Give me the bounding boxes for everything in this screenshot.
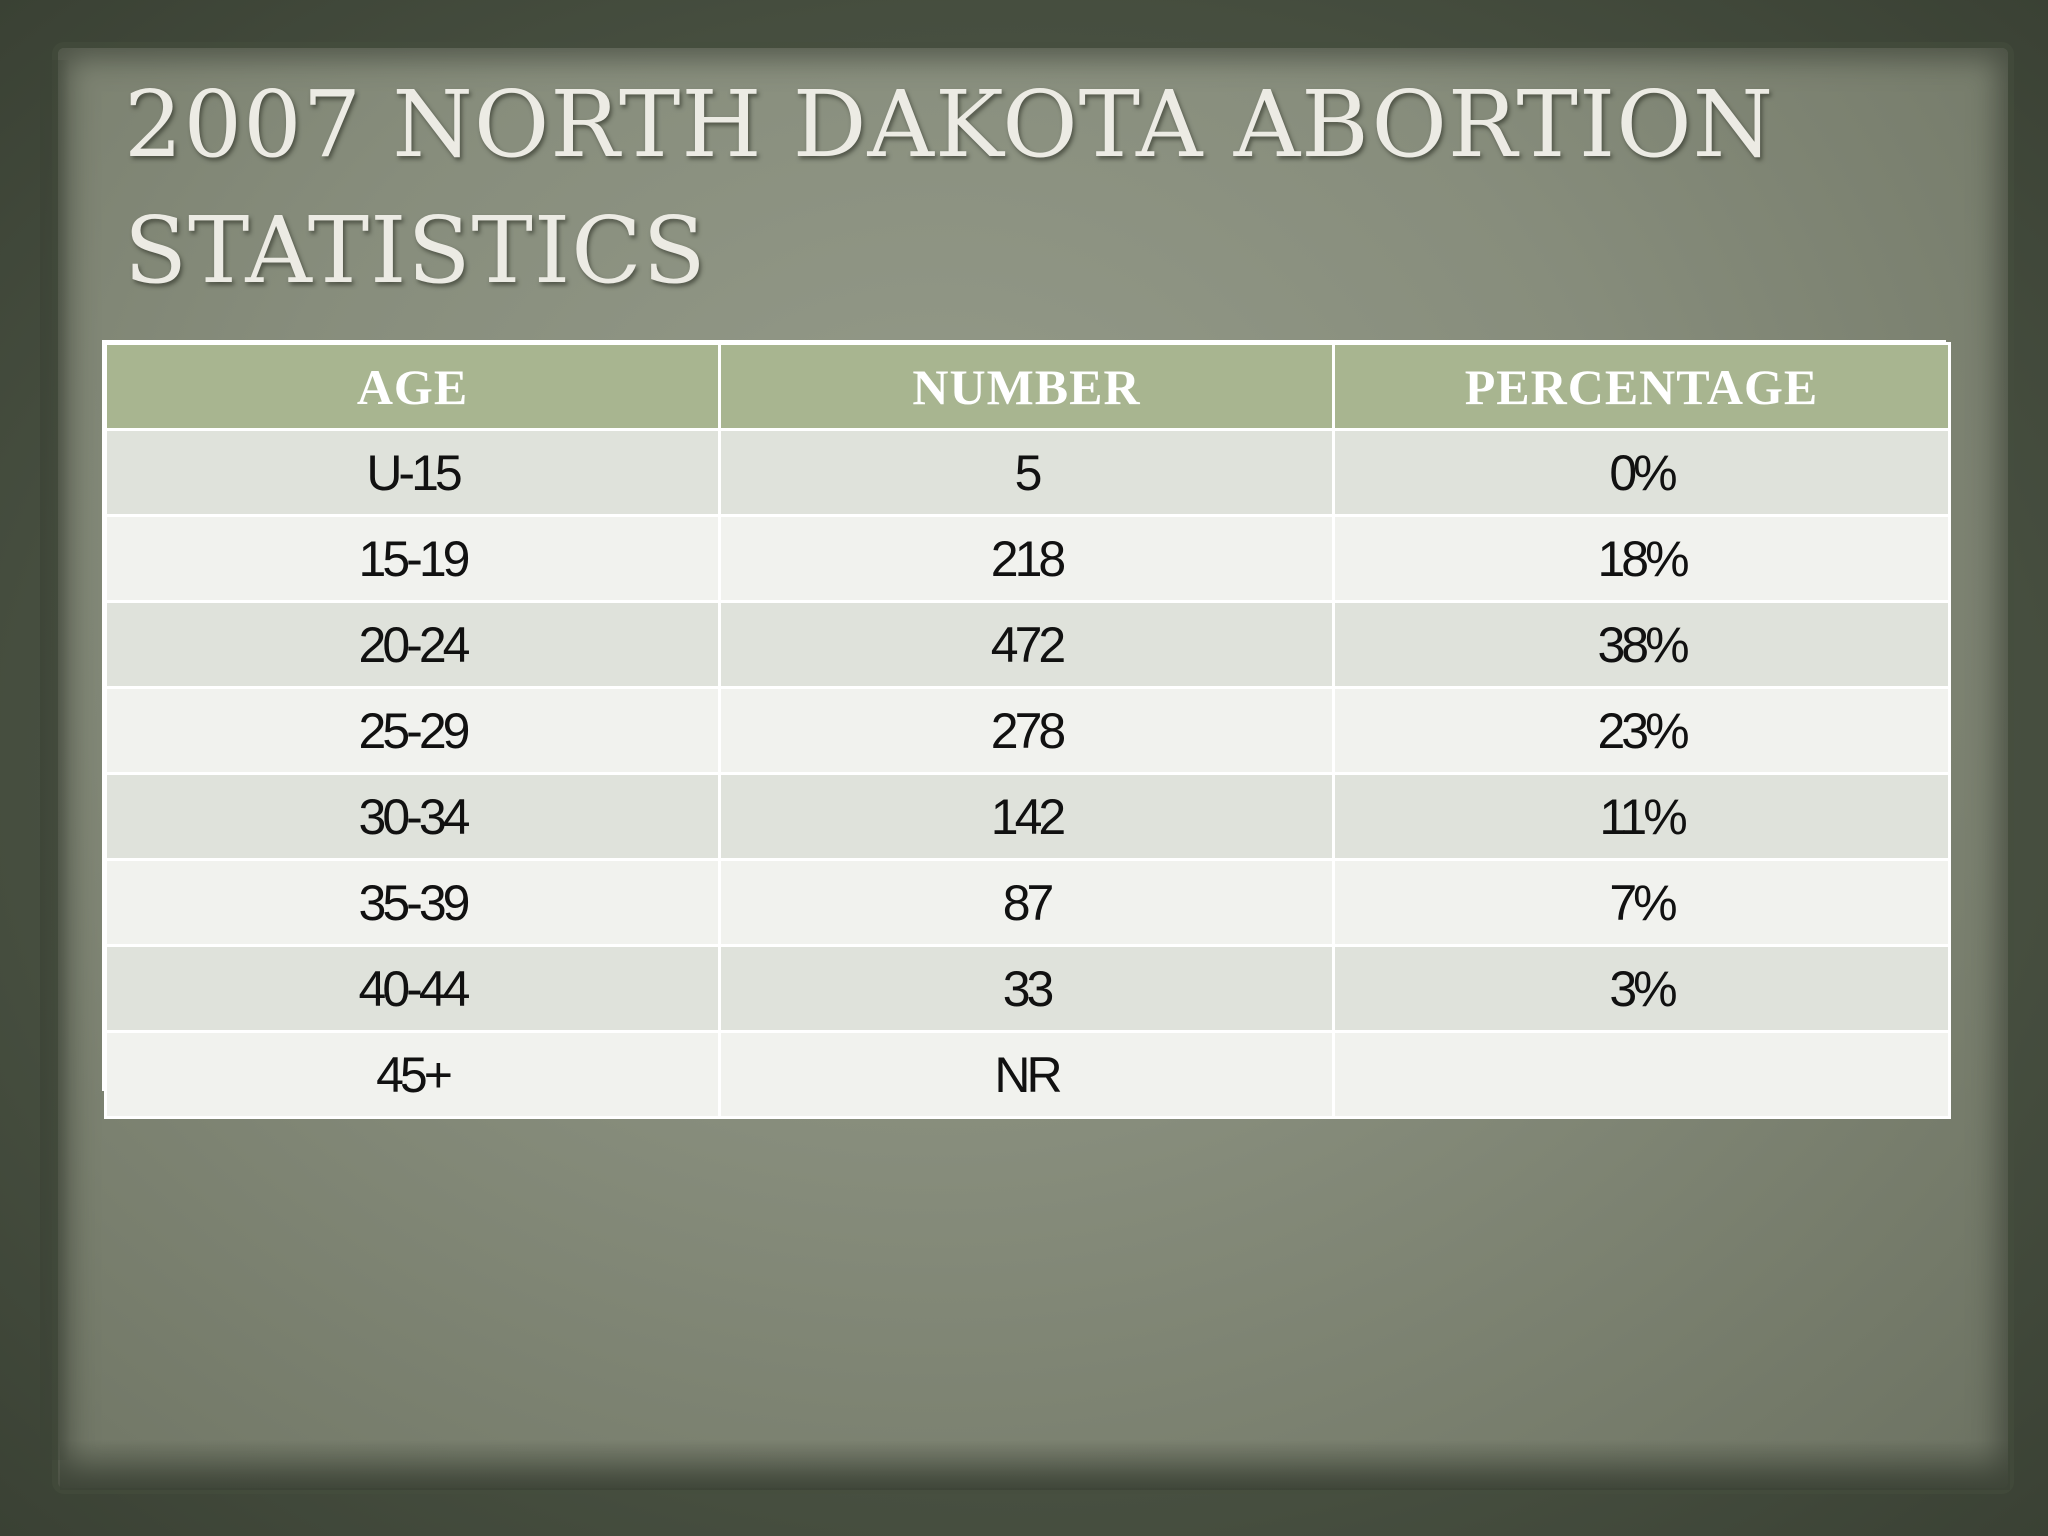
header-percentage: PERCENTAGE: [1332, 342, 1951, 431]
cell-number: 278: [718, 686, 1335, 775]
cell-percentage: 18%: [1332, 514, 1951, 603]
cell-percentage: 38%: [1332, 600, 1951, 689]
statistics-table-container: AGE NUMBER PERCENTAGE U-15 5 0% 15-19 21…: [102, 340, 1951, 1119]
cell-percentage: 23%: [1332, 686, 1951, 775]
slide-title-line-1: 2007 NORTH DAKOTA ABORTION: [124, 71, 1775, 178]
table-row: 20-24 472 38%: [104, 600, 1951, 689]
table-row: 40-44 33 3%: [104, 944, 1951, 1033]
paper-edge-bottom: [60, 1440, 2010, 1490]
statistics-table: AGE NUMBER PERCENTAGE U-15 5 0% 15-19 21…: [104, 342, 1951, 1119]
cell-number: 87: [718, 858, 1335, 947]
table-row: 30-34 142 11%: [104, 772, 1951, 861]
cell-percentage: [1332, 1030, 1951, 1119]
header-number: NUMBER: [718, 342, 1335, 431]
table-row: 45+ NR: [104, 1030, 1951, 1119]
cell-age: 30-34: [104, 772, 721, 861]
cell-age: 25-29: [104, 686, 721, 775]
cell-percentage: 3%: [1332, 944, 1951, 1033]
cell-age: 15-19: [104, 514, 721, 603]
cell-number: 5: [718, 428, 1335, 517]
cell-percentage: 7%: [1332, 858, 1951, 947]
paper-edge-left: [40, 60, 70, 1460]
cell-age: 40-44: [104, 944, 721, 1033]
table-header-row: AGE NUMBER PERCENTAGE: [104, 342, 1951, 431]
cell-number: 33: [718, 944, 1335, 1033]
cell-age: 45+: [104, 1030, 721, 1119]
cell-number: NR: [718, 1030, 1335, 1119]
table-row: 35-39 87 7%: [104, 858, 1951, 947]
cell-number: 472: [718, 600, 1335, 689]
table-row: 25-29 278 23%: [104, 686, 1951, 775]
slide-title: 2007 NORTH DAKOTA ABORTION STATISTICS: [124, 62, 1824, 314]
cell-number: 142: [718, 772, 1335, 861]
slide-title-line-2: STATISTICS: [124, 197, 707, 304]
cell-age: U-15: [104, 428, 721, 517]
table-row: 15-19 218 18%: [104, 514, 1951, 603]
cell-age: 20-24: [104, 600, 721, 689]
header-age: AGE: [104, 342, 721, 431]
cell-number: 218: [718, 514, 1335, 603]
cell-age: 35-39: [104, 858, 721, 947]
cell-percentage: 11%: [1332, 772, 1951, 861]
cell-percentage: 0%: [1332, 428, 1951, 517]
table-row: U-15 5 0%: [104, 428, 1951, 517]
